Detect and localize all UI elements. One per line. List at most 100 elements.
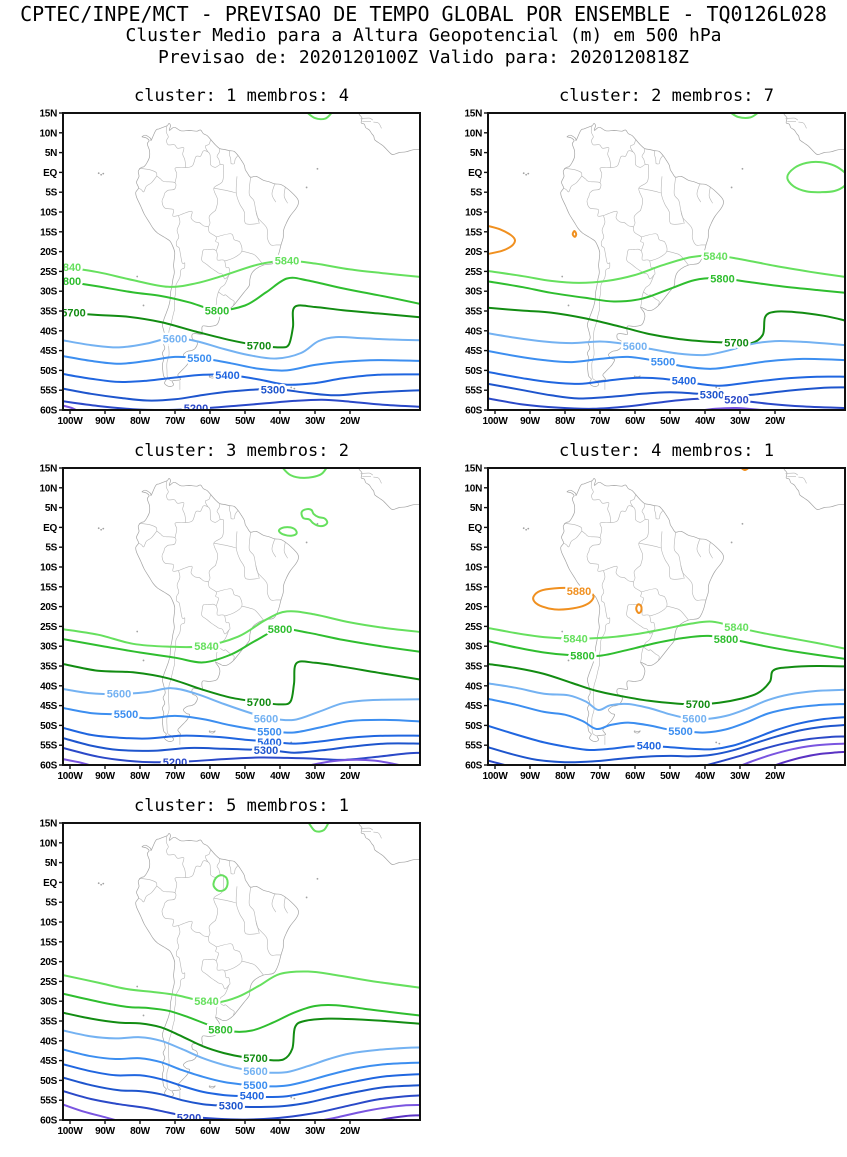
lon-tick-label: 20W: [765, 416, 786, 427]
contour-5800: [63, 992, 420, 1033]
lat-tick-label: 5N: [45, 148, 57, 159]
lon-tick-label: 70W: [165, 771, 186, 782]
contour-5840: [63, 259, 420, 288]
contour-label-5800: 5800: [714, 634, 738, 646]
lat-tick-label: 30S: [465, 287, 483, 298]
contour-5300: [63, 1076, 420, 1109]
chart-header: CPTEC/INPE/MCT - PREVISAO DE TEMPO GLOBA…: [0, 0, 847, 69]
contour-5500: [63, 355, 420, 372]
lat-tick-label: 10N: [40, 838, 58, 849]
lat-tick-label: 20S: [465, 602, 483, 613]
lat-tick-label: 10S: [465, 563, 483, 574]
lat-axis: 15N 10N 5N EQ 5S 10S 15S 20S 25S 30S 35S 40S 45S 50S 5…: [40, 109, 63, 417]
lat-tick-label: 55S: [40, 386, 58, 397]
cluster-panel-1: cluster: 1 membros: 4 5840 5840 5800 5800 570…: [40, 86, 421, 427]
contour-label-5700: 5700: [61, 308, 85, 320]
map-outline: [522, 113, 845, 390]
lon-axis: 100W 90W 80W 70W 60W 50W 40W 30W 20W: [58, 410, 361, 427]
lat-tick-label: 5N: [45, 503, 57, 514]
contour-5100: [739, 742, 845, 765]
lat-tick-label: 40S: [465, 681, 483, 692]
contour-5880: [488, 224, 516, 255]
lat-tick-label: 35S: [40, 307, 58, 318]
contour-5300: [488, 724, 845, 764]
panel-title: cluster: 4 membros: 1: [559, 441, 774, 461]
contour-5400: [488, 716, 845, 752]
panel-title: cluster: 3 membros: 2: [134, 441, 349, 461]
contour-5600: [488, 682, 845, 721]
contour-5500: [63, 1048, 420, 1088]
lat-tick-label: 30S: [40, 642, 58, 653]
contour-label-5200: 5200: [724, 394, 748, 406]
contour-label-5700: 5700: [686, 699, 710, 711]
lat-tick-label: 5S: [45, 188, 57, 199]
contour-5880: [739, 468, 750, 471]
contour-label-5400: 5400: [257, 737, 281, 749]
lon-tick-label: 100W: [58, 1126, 84, 1137]
lon-tick-label: 60W: [200, 771, 221, 782]
lon-tick-label: 40W: [695, 416, 716, 427]
lat-tick-label: EQ: [43, 523, 57, 534]
cluster-panel-4: cluster: 4 membros: 15880584058405800580…: [465, 441, 846, 782]
lon-tick-label: 50W: [660, 416, 681, 427]
contour-5840: [306, 113, 333, 121]
lat-axis: 15N 10N 5N EQ 5S 10S 15S 20S 25S 30S 35S 40S 45S 50S 5…: [40, 464, 63, 772]
lat-axis: 15N 10N 5N EQ 5S 10S 15S 20S 25S 30S 35S 40S 45S 50S 5…: [40, 819, 63, 1127]
lat-tick-label: 5S: [45, 898, 57, 909]
title-line-2: Cluster Medio para a Altura Geopotencial…: [125, 25, 722, 46]
lat-tick-label: 55S: [40, 1096, 58, 1107]
lon-tick-label: 100W: [58, 771, 84, 782]
contour-label-5500: 5500: [243, 1080, 267, 1092]
contour-label-5700: 5700: [247, 697, 271, 709]
lat-tick-label: 15S: [40, 937, 58, 948]
contour-label-5600: 5600: [163, 334, 187, 346]
contour-5400: [63, 726, 420, 745]
lat-tick-label: 10S: [40, 563, 58, 574]
contour-label-5700: 5700: [724, 338, 748, 350]
lat-tick-label: 5S: [470, 543, 482, 554]
lat-tick-label: 20S: [40, 602, 58, 613]
lon-tick-label: 40W: [270, 1126, 291, 1137]
contour-5840: [63, 970, 420, 1004]
contour-label-5500: 5500: [257, 726, 281, 738]
lat-tick-label: 10S: [465, 208, 483, 219]
lat-tick-label: 15S: [465, 227, 483, 238]
contour-5700: [63, 304, 420, 349]
lat-tick-label: 55S: [465, 386, 483, 397]
lon-tick-label: 30W: [305, 1126, 326, 1137]
contour-5840: [729, 113, 760, 119]
contour-label-5840: 5840: [703, 251, 727, 263]
contour-5100: [63, 758, 93, 765]
lon-tick-label: 60W: [625, 771, 646, 782]
lat-tick-label: 15S: [40, 227, 58, 238]
contour-5000: [375, 1114, 420, 1120]
contour-5800: [488, 634, 845, 660]
lat-tick-label: 60S: [465, 761, 483, 772]
lat-tick-label: 5S: [45, 543, 57, 554]
lon-tick-label: 40W: [270, 416, 291, 427]
contour-label-5500: 5500: [668, 726, 692, 738]
contour-label-5840: 5840: [275, 256, 299, 268]
lon-tick-label: 80W: [130, 1126, 151, 1137]
lon-tick-label: 80W: [555, 416, 576, 427]
lon-tick-label: 70W: [590, 771, 611, 782]
cluster-panel-3: cluster: 3 membros: 2 5840 5800 5700 5600 560…: [40, 441, 421, 782]
lon-axis: 100W 90W 80W 70W 60W 50W 40W 30W 20W: [483, 410, 786, 427]
lat-tick-label: 50S: [465, 366, 483, 377]
lat-tick-label: 50S: [40, 721, 58, 732]
lon-tick-label: 40W: [270, 771, 291, 782]
country-borders: [138, 472, 382, 745]
contour-5840: [488, 254, 845, 284]
contour-5100: [318, 1103, 420, 1120]
country-borders: [138, 827, 382, 1100]
contour-5700: [63, 1011, 420, 1062]
lon-tick-label: 50W: [235, 416, 256, 427]
lat-tick-label: 40S: [40, 1036, 58, 1047]
lat-tick-label: 10S: [40, 918, 58, 929]
lon-tick-label: 50W: [235, 1126, 256, 1137]
title-line-3: Previsao de: 2020120100Z Valido para: 20…: [157, 47, 689, 68]
contour-label-5300: 5300: [254, 745, 278, 757]
lat-tick-label: 15N: [40, 464, 58, 475]
lat-tick-label: 50S: [40, 1076, 58, 1087]
